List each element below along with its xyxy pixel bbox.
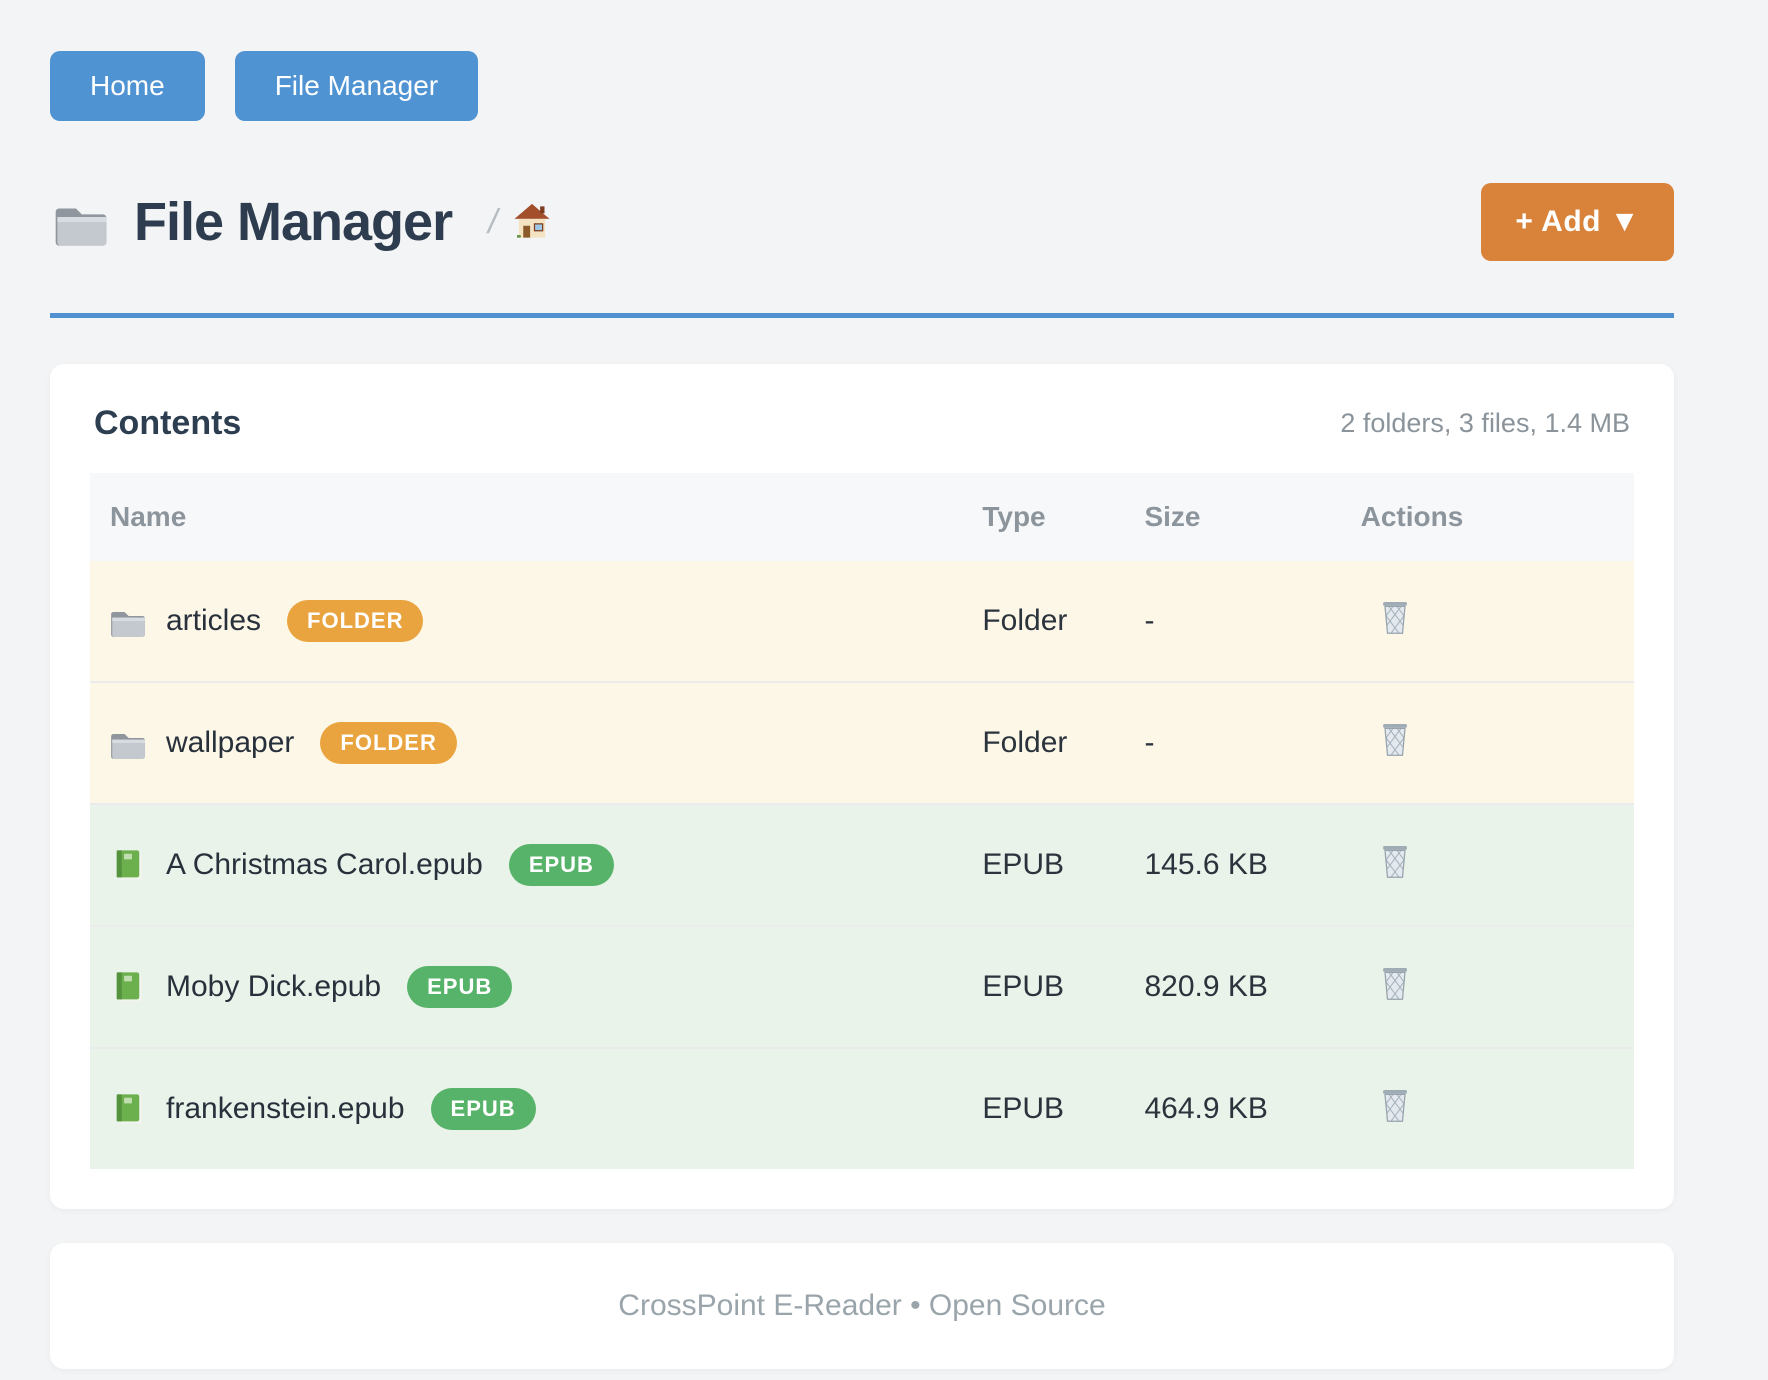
green-book-icon xyxy=(110,847,146,883)
footer-text: CrossPoint E-Reader • Open Source xyxy=(618,1289,1106,1322)
table-row[interactable]: wallpaper FOLDER Folder - xyxy=(90,681,1634,804)
file-size: 145.6 KB xyxy=(1124,803,1341,926)
page-header: File Manager / + Add ▼ xyxy=(50,183,1674,318)
table-header-row: Name Type Size Actions xyxy=(90,473,1634,561)
file-size: - xyxy=(1124,561,1341,682)
contents-card: Contents 2 folders, 3 files, 1.4 MB Name… xyxy=(50,364,1674,1209)
contents-title: Contents xyxy=(94,404,242,442)
folder-icon xyxy=(110,725,146,761)
folder-icon xyxy=(50,195,112,249)
file-table: Name Type Size Actions articles FOLDER F… xyxy=(90,473,1634,1169)
file-type: Folder xyxy=(962,561,1125,682)
file-size: 464.9 KB xyxy=(1124,1047,1341,1169)
green-book-icon xyxy=(110,969,146,1005)
home-button[interactable]: Home xyxy=(50,51,205,121)
epub-badge: EPUB xyxy=(407,966,513,1008)
delete-button[interactable] xyxy=(1375,717,1415,761)
table-row[interactable]: frankenstein.epub EPUB EPUB 464.9 KB xyxy=(90,1047,1634,1169)
file-name[interactable]: articles xyxy=(166,604,262,637)
column-header-actions: Actions xyxy=(1340,473,1634,561)
contents-summary: 2 folders, 3 files, 1.4 MB xyxy=(1340,408,1630,438)
green-book-icon xyxy=(110,1091,146,1127)
footer: CrossPoint E-Reader • Open Source xyxy=(50,1243,1674,1369)
table-row[interactable]: articles FOLDER Folder - xyxy=(90,561,1634,682)
file-name[interactable]: Moby Dick.epub xyxy=(166,970,382,1003)
table-row[interactable]: Moby Dick.epub EPUB EPUB 820.9 KB xyxy=(90,925,1634,1048)
column-header-name: Name xyxy=(90,473,963,561)
column-header-size: Size xyxy=(1124,473,1341,561)
delete-button[interactable] xyxy=(1375,595,1415,639)
page-title: File Manager xyxy=(134,192,453,252)
breadcrumb-separator: / xyxy=(488,203,498,241)
folder-badge: FOLDER xyxy=(320,722,457,764)
file-type: EPUB xyxy=(962,803,1125,926)
file-size: - xyxy=(1124,681,1341,804)
file-manager-button[interactable]: File Manager xyxy=(234,51,479,121)
file-type: EPUB xyxy=(962,1047,1125,1169)
table-row[interactable]: A Christmas Carol.epub EPUB EPUB 145.6 K… xyxy=(90,803,1634,926)
folder-badge: FOLDER xyxy=(287,600,424,642)
epub-badge: EPUB xyxy=(508,844,614,886)
file-name[interactable]: frankenstein.epub xyxy=(166,1092,405,1125)
file-name[interactable]: wallpaper xyxy=(166,726,295,759)
delete-button[interactable] xyxy=(1375,839,1415,883)
house-icon[interactable] xyxy=(512,202,552,242)
epub-badge: EPUB xyxy=(430,1088,536,1130)
top-nav: Home File Manager xyxy=(50,0,1674,121)
file-name[interactable]: A Christmas Carol.epub xyxy=(166,848,483,881)
file-type: Folder xyxy=(962,681,1125,804)
column-header-type: Type xyxy=(962,473,1125,561)
delete-button[interactable] xyxy=(1375,1083,1415,1127)
delete-button[interactable] xyxy=(1375,961,1415,1005)
folder-icon xyxy=(110,603,146,639)
add-button[interactable]: + Add ▼ xyxy=(1481,183,1674,261)
breadcrumb: / xyxy=(488,202,551,242)
file-type: EPUB xyxy=(962,925,1125,1048)
file-size: 820.9 KB xyxy=(1124,925,1341,1048)
